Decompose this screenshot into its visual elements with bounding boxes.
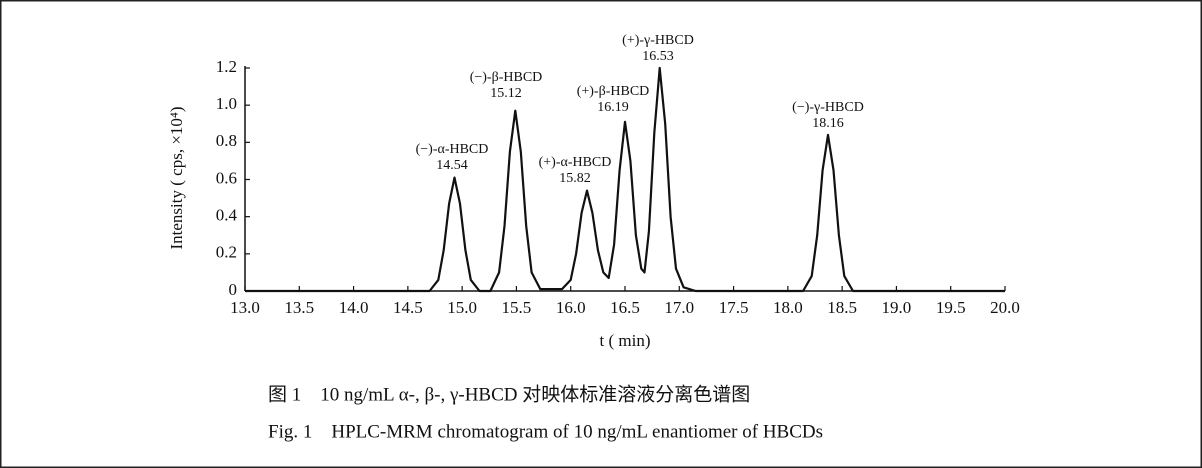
- y-tick-label: 0.6: [216, 168, 237, 187]
- x-tick-label: 19.0: [882, 298, 912, 317]
- peak-time: 16.53: [642, 49, 674, 64]
- x-tick-label: 15.0: [447, 298, 477, 317]
- peak-name: (−)-α-HBCD: [416, 142, 489, 157]
- x-tick-label: 20.0: [990, 298, 1020, 317]
- peak-name: (−)-γ-HBCD: [792, 100, 864, 115]
- peak-time: 14.54: [436, 158, 468, 173]
- x-tick-label: 17.0: [664, 298, 694, 317]
- x-tick-label: 19.5: [936, 298, 966, 317]
- x-tick-label: 14.5: [393, 298, 423, 317]
- peak-name: (+)-β-HBCD: [577, 84, 650, 99]
- x-tick-label: 16.0: [556, 298, 586, 317]
- peak-time: 15.82: [559, 171, 591, 186]
- y-tick-label: 0: [229, 280, 238, 299]
- x-tick-label: 16.5: [610, 298, 640, 317]
- caption-zh: 图 1 10 ng/mL α-, β-, γ-HBCD 对映体标准溶液分离色谱图: [268, 383, 750, 405]
- peak-time: 15.12: [490, 86, 522, 101]
- chromatogram-line: [245, 66, 1005, 293]
- peak-time: 16.19: [597, 100, 629, 115]
- x-tick-label: 14.0: [339, 298, 369, 317]
- y-tick-label: 1.2: [216, 57, 237, 76]
- peak-name: (+)-α-HBCD: [539, 155, 612, 170]
- x-tick-label: 13.0: [230, 298, 260, 317]
- peak-time: 18.16: [812, 116, 844, 131]
- y-tick-label: 0.8: [216, 131, 237, 150]
- peak-name: (+)-γ-HBCD: [622, 33, 694, 48]
- x-tick-label: 17.5: [719, 298, 749, 317]
- y-tick-label: 0.2: [216, 243, 237, 262]
- x-tick-label: 18.0: [773, 298, 803, 317]
- y-tick-label: 1.0: [216, 94, 237, 113]
- caption-en: Fig. 1 HPLC-MRM chromatogram of 10 ng/mL…: [268, 421, 823, 442]
- x-tick-label: 15.5: [502, 298, 532, 317]
- y-tick-label: 0.4: [216, 206, 238, 225]
- peak-name: (−)-β-HBCD: [470, 70, 543, 85]
- x-tick-label: 18.5: [827, 298, 857, 317]
- x-axis-label: t ( min): [600, 331, 651, 350]
- y-axis-label: Intensity ( cps, ×10⁴): [167, 107, 186, 250]
- x-tick-label: 13.5: [284, 298, 314, 317]
